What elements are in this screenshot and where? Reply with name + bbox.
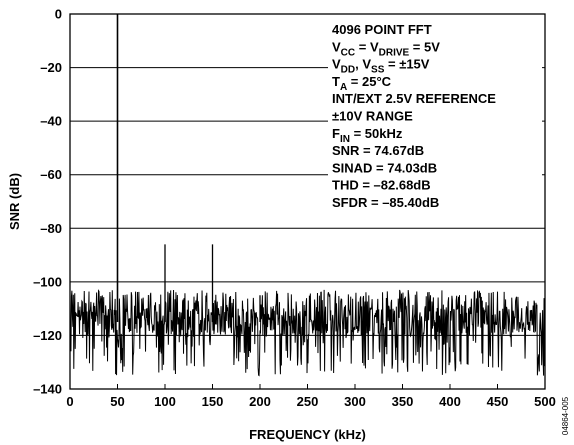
y-tick-label-neg20: –20: [40, 60, 62, 75]
annotation-line-11: SFDR = –85.40dB: [332, 195, 439, 210]
x-tick-label-150: 150: [202, 394, 224, 409]
x-tick-label-450: 450: [487, 394, 509, 409]
x-axis-ticks: 0 50 100 150 200 250 300 350 400 450 500: [66, 384, 556, 409]
annotation-line-10: THD = –82.68dB: [332, 178, 431, 193]
annotation-line-3: VDD, VSS = ±15V: [332, 57, 430, 76]
annotation-line-2: VCC = VDRIVE = 5V: [332, 39, 440, 58]
annotation-line-8: SNR = 74.67dB: [332, 143, 424, 158]
x-tick-label-50: 50: [110, 394, 124, 409]
y-tick-label-neg120: –120: [33, 328, 62, 343]
y-tick-label-neg60: –60: [40, 167, 62, 182]
x-tick-label-300: 300: [344, 394, 366, 409]
y-tick-label-0: 0: [55, 7, 62, 22]
y-axis-ticks: 0 –20 –40 –60 –80 –100 –120 –140: [33, 7, 62, 397]
y-tick-label-neg140: –140: [33, 382, 62, 397]
x-tick-label-500: 500: [534, 394, 556, 409]
x-tick-label-350: 350: [392, 394, 414, 409]
x-tick-label-250: 250: [297, 394, 319, 409]
y-tick-label-neg100: –100: [33, 274, 62, 289]
annotation-background: [328, 20, 542, 215]
x-tick-label-100: 100: [154, 394, 176, 409]
annotation-line-6: ±10V RANGE: [332, 109, 413, 124]
noise-floor-trace: [69, 289, 546, 377]
x-tick-label-0: 0: [66, 394, 73, 409]
y-axis-title: SNR (dB): [7, 173, 22, 230]
annotation-line-4: TA = 25°C: [332, 74, 392, 93]
x-tick-label-400: 400: [439, 394, 461, 409]
annotation-line-5: INT/EXT 2.5V REFERENCE: [332, 91, 496, 106]
x-tick-label-200: 200: [249, 394, 271, 409]
y-tick-label-neg80: –80: [40, 221, 62, 236]
figure-id: 04864-005: [561, 396, 570, 435]
fft-trace: [69, 14, 546, 377]
annotation-line-9: SINAD = 74.03dB: [332, 160, 437, 175]
annotation-line-1: 4096 POINT FFT: [332, 22, 432, 37]
y-tick-label-neg40: –40: [40, 114, 62, 129]
x-axis-title: FREQUENCY (kHz): [249, 427, 366, 442]
annotation-line-7: FIN = 50kHz: [332, 126, 403, 145]
